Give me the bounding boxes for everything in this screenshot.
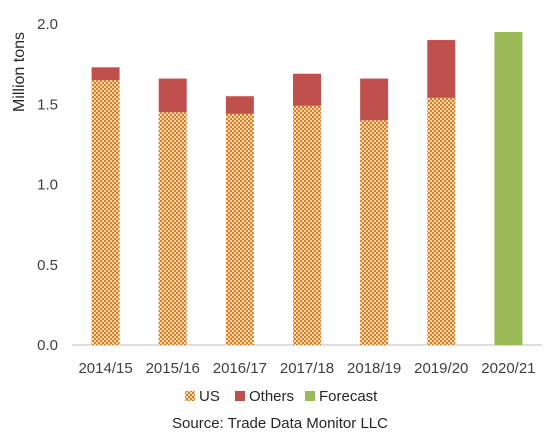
legend-label-forecast: Forecast bbox=[319, 388, 378, 405]
legend: US Others Forecast bbox=[185, 388, 378, 405]
legend-swatch-us bbox=[185, 391, 195, 401]
x-tick-label: 2015/16 bbox=[146, 360, 200, 377]
source-note: Source: Trade Data Monitor LLC bbox=[172, 415, 388, 432]
bar-us-2017-18 bbox=[293, 105, 321, 345]
y-tick-label: 2.0 bbox=[37, 16, 58, 33]
legend-label-us: US bbox=[199, 388, 220, 405]
bar-others-2018-19 bbox=[360, 78, 389, 121]
x-tick-label: 2016/17 bbox=[213, 360, 267, 377]
y-tick-label: 1.0 bbox=[37, 177, 58, 194]
bar-others-2014-15 bbox=[91, 67, 120, 81]
bar-us-2016-17 bbox=[225, 113, 254, 345]
bar-others-2015-16 bbox=[158, 78, 187, 113]
y-tick-label: 0.0 bbox=[37, 337, 58, 354]
bar-others-2017-18 bbox=[293, 73, 321, 106]
bar-us-2019-20 bbox=[427, 97, 456, 345]
y-tick-label: 0.5 bbox=[37, 257, 58, 274]
x-tick-label: 2020/21 bbox=[481, 360, 535, 377]
y-axis-title: Million tons bbox=[11, 32, 28, 112]
x-axis-ticks: 2014/15 2015/16 2016/17 2017/18 2018/19 2019/… bbox=[78, 360, 535, 377]
bar-others-2016-17 bbox=[225, 96, 254, 114]
x-tick-label: 2019/20 bbox=[414, 360, 468, 377]
legend-swatch-forecast bbox=[305, 391, 315, 401]
bars bbox=[91, 32, 523, 346]
y-axis-ticks: 0.0 0.5 1.0 1.5 2.0 bbox=[37, 16, 58, 354]
bar-us-2014-15 bbox=[91, 80, 120, 346]
bar-us-2015-16 bbox=[158, 112, 187, 346]
x-tick-label: 2018/19 bbox=[347, 360, 401, 377]
bar-us-2018-19 bbox=[360, 120, 389, 345]
legend-swatch-others bbox=[235, 391, 245, 401]
x-tick-label: 2017/18 bbox=[280, 360, 334, 377]
legend-label-others: Others bbox=[249, 388, 294, 405]
x-tick-label: 2014/15 bbox=[78, 360, 132, 377]
bar-others-2019-20 bbox=[427, 40, 456, 98]
y-tick-label: 1.5 bbox=[37, 96, 58, 113]
bar-forecast-2020-21 bbox=[494, 32, 523, 346]
